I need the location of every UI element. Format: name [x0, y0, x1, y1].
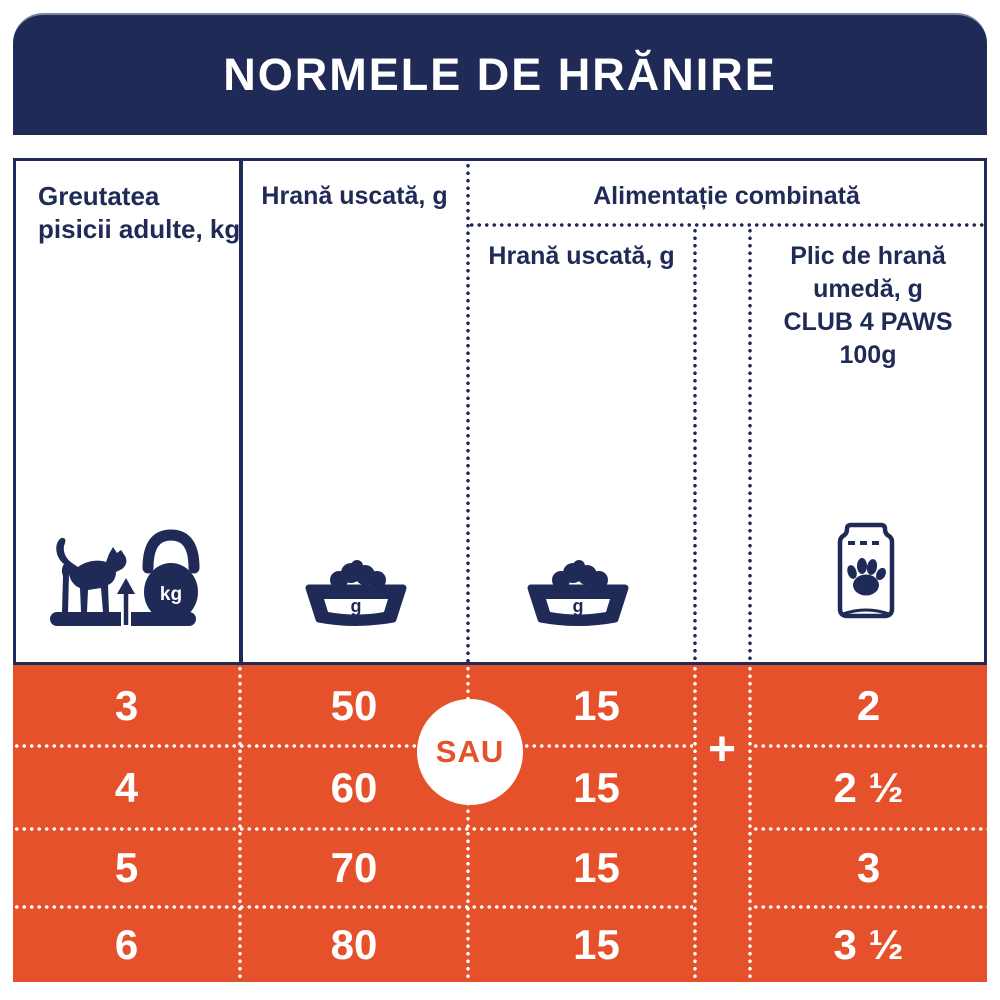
row-separator — [752, 827, 987, 831]
combined-dry-bowl-icon: g — [527, 560, 629, 626]
row-separator — [752, 744, 987, 748]
row-separator — [13, 744, 693, 748]
page-title: NORMELE DE HRĂNIRE — [223, 49, 777, 100]
plus-column-divider-left — [693, 227, 697, 663]
plus-sign: + — [707, 723, 737, 776]
wet-header-line4: 100g — [839, 341, 897, 369]
wet-value: 3 — [856, 844, 881, 891]
kibble — [573, 560, 585, 572]
title-banner: NORMELE DE HRĂNIRE — [13, 13, 987, 135]
cat-on-scale-icon: kg — [50, 529, 200, 628]
row-separator — [752, 905, 987, 909]
zone-divider-3 — [693, 665, 697, 982]
weight-value: 3 — [114, 681, 139, 729]
combined-dry-value: 15 — [573, 763, 620, 811]
combined-feeding-header: Alimentație combinată — [593, 182, 860, 210]
dry-value: 60 — [330, 763, 378, 811]
kibble — [351, 560, 363, 572]
weight-header-line2: pisicii adulte, kg — [38, 214, 241, 244]
combined-dry-value: 15 — [573, 920, 620, 968]
arrow-head — [117, 578, 135, 594]
weight-value: 4 — [114, 763, 139, 811]
zone-divider-4 — [748, 665, 752, 982]
combined-dry-subheader: Hrană uscată, g — [488, 242, 675, 270]
row-separator — [13, 905, 693, 909]
kettlebell-handle — [142, 529, 200, 574]
combined-dry-value: 15 — [573, 844, 620, 891]
wet-header-line3: CLUB 4 PAWS — [783, 308, 953, 336]
row-separator — [13, 827, 693, 831]
dry-value: 70 — [330, 844, 378, 891]
wet-value: 3 ½ — [833, 920, 904, 968]
zone-divider-1 — [238, 665, 242, 982]
combined-header-divider — [468, 223, 985, 227]
plus-column-divider-right — [748, 227, 752, 663]
weight-value: 6 — [114, 920, 139, 968]
dry-value: 80 — [330, 920, 378, 968]
column-divider-dotted — [466, 162, 470, 662]
pouch-bottom-fold — [842, 608, 890, 616]
kettlebell-body — [144, 563, 198, 621]
wet-food-pouch-icon — [837, 522, 895, 619]
wet-value: 2 ½ — [833, 763, 904, 811]
wet-header-line1: Plic de hrană — [790, 242, 946, 270]
column-divider-solid — [239, 158, 243, 665]
dry-food-column-header: Hrană uscată, g — [261, 182, 448, 210]
combined-dry-value: 15 — [573, 681, 620, 729]
weight-header-line1: Greutatea — [38, 181, 160, 211]
dry-value: 50 — [330, 681, 378, 729]
cat-silhouette — [56, 537, 127, 612]
bowl-band — [546, 599, 610, 615]
or-badge: SAU — [417, 699, 523, 805]
bowl-grams-label: g — [351, 596, 362, 616]
weight-value: 5 — [114, 844, 139, 891]
weight-column-header: Greutatea pisicii adulte, kg — [38, 180, 240, 246]
zone-divider-2 — [466, 665, 470, 982]
wet-pouch-subheader: Plic de hrană umedă, g CLUB 4 PAWS 100g — [752, 240, 984, 372]
bowl-grams-label: g — [573, 596, 584, 616]
kettlebell-label: kg — [160, 584, 182, 605]
dry-food-bowl-icon: g — [305, 560, 407, 626]
wet-value: 2 — [856, 681, 881, 729]
wet-header-line2: umedă, g — [813, 275, 923, 303]
bowl-band — [324, 599, 388, 615]
paw-print-icon — [847, 558, 887, 596]
